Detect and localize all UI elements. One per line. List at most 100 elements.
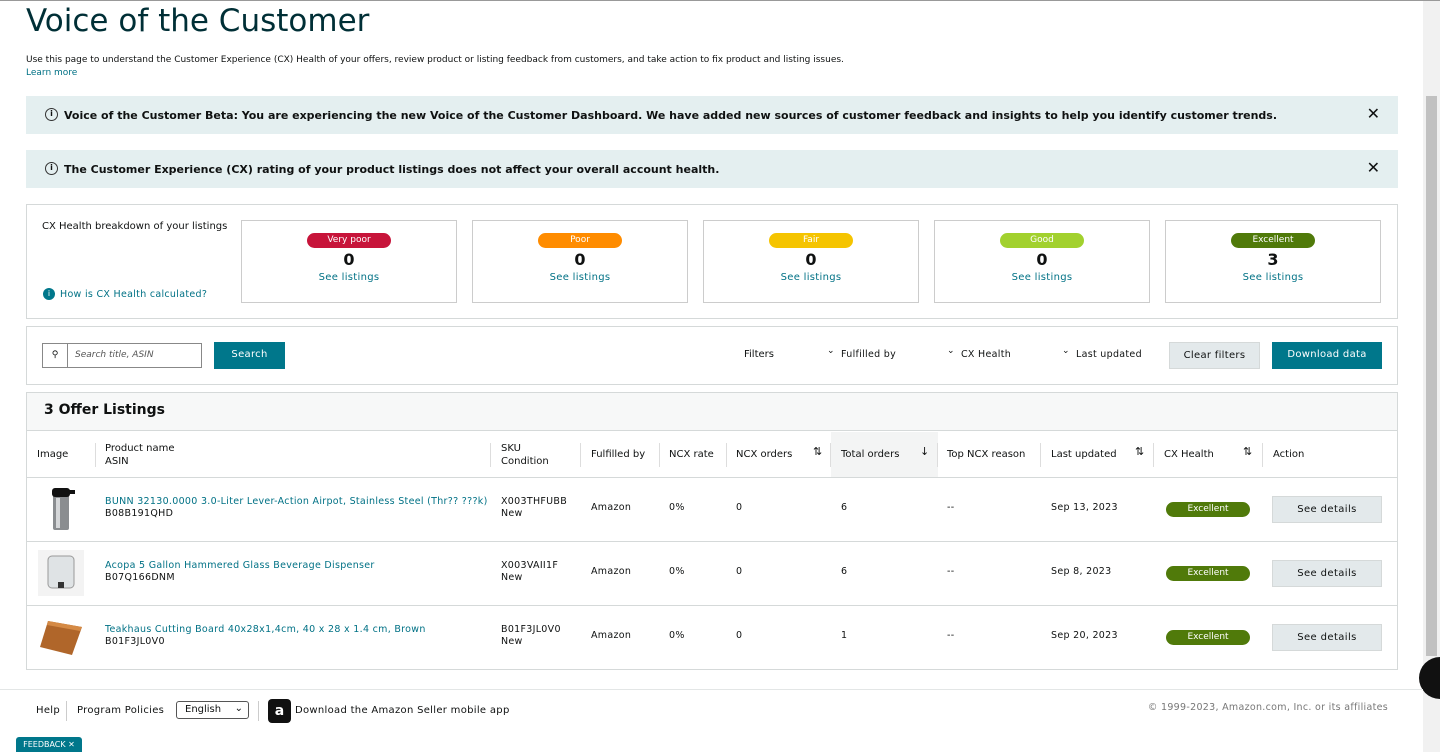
last-updated: Sep 8, 2023: [1051, 566, 1112, 577]
asin: B01F3JL0V0: [105, 636, 165, 647]
column-divider: [490, 443, 491, 467]
product[interactable]: Acopa 5 Gallon Hammered Glass Beverage D…: [105, 560, 375, 571]
see-listings[interactable]: See listings: [1242, 272, 1304, 283]
row-divider: [27, 477, 1397, 478]
column-header: SKU: [501, 443, 521, 454]
sort-icon[interactable]: ⇅: [1135, 445, 1145, 458]
app-link[interactable]: Download the Amazon Seller mobile app: [295, 705, 510, 716]
listings-header: [27, 393, 1397, 431]
column-header[interactable]: Total orders: [841, 449, 900, 460]
close[interactable]: ✕: [1366, 104, 1380, 123]
health-count: 0: [343, 250, 355, 269]
see-details[interactable]: See details: [1272, 560, 1382, 587]
see-details[interactable]: See details: [1272, 496, 1382, 523]
ncx-rate: 0%: [669, 630, 685, 641]
column-divider: [1153, 443, 1154, 467]
product-image: [38, 486, 84, 532]
sku: B01F3JL0V0: [501, 624, 561, 635]
column-header[interactable]: NCX orders: [736, 449, 793, 460]
health-card: Fair 0 See listings: [703, 220, 919, 303]
chevron: ⌄: [827, 346, 835, 356]
top-reason: --: [947, 630, 955, 641]
alert: i The Customer Experience (CX) rating of …: [26, 150, 1398, 188]
column-divider: [1262, 443, 1263, 467]
sort-icon[interactable]: ⇅: [813, 445, 823, 458]
fulfilled-by: Amazon: [591, 502, 632, 513]
total-orders: 6: [841, 566, 848, 577]
help-link[interactable]: Help: [36, 705, 60, 716]
last-updated: Sep 20, 2023: [1051, 630, 1118, 641]
clear-filters[interactable]: Clear filters: [1169, 342, 1260, 369]
health-count: 0: [805, 250, 817, 269]
filter-dropdown[interactable]: CX Health: [961, 349, 1012, 360]
product-image: [38, 614, 84, 660]
see-listings[interactable]: See listings: [780, 272, 842, 283]
column-divider: [580, 443, 581, 467]
column-header[interactable]: Last updated: [1051, 449, 1117, 460]
copyright: © 1999-2023, Amazon.com, Inc. or its aff…: [1147, 702, 1388, 713]
fulfilled-by: Amazon: [591, 630, 632, 641]
product[interactable]: BUNN 32130.0000 3.0-Liter Lever-Action A…: [105, 496, 488, 507]
close[interactable]: ✕: [1366, 158, 1380, 177]
sort-icon[interactable]: ↓: [920, 445, 930, 458]
last-updated: Sep 13, 2023: [1051, 502, 1118, 513]
scrollbar[interactable]: [1423, 1, 1440, 752]
product[interactable]: Teakhaus Cutting Board 40x28x1,4cm, 40 x…: [105, 624, 426, 635]
search-input[interactable]: ⚲ Search title, ASIN: [42, 343, 202, 368]
filters-label: Filters: [744, 349, 774, 360]
search-button[interactable]: Search: [214, 342, 285, 369]
ncx-rate: 0%: [669, 502, 685, 513]
health-card: Good 0 See listings: [934, 220, 1150, 303]
breakdown-title: CX Health breakdown of your listings: [42, 221, 228, 232]
feedback-button[interactable]: FEEDBACK ✕: [16, 737, 82, 752]
health-card: Excellent 3 See listings: [1165, 220, 1381, 303]
sort-icon[interactable]: ⇅: [1243, 445, 1253, 458]
column-header: Product name: [105, 443, 175, 454]
sorted-column: [831, 432, 938, 477]
sku: X003VAII1F: [501, 560, 559, 571]
column-header: Image: [37, 449, 69, 460]
health-badge: Good: [1000, 233, 1084, 248]
listings-title: 3 Offer Listings: [44, 402, 165, 418]
health-badge: Very poor: [307, 233, 391, 248]
health-card: Poor 0 See listings: [472, 220, 688, 303]
breakdown-panel: [26, 204, 1398, 319]
condition: New: [501, 636, 523, 647]
alert-text: Voice of the Customer Beta: You are expe…: [64, 108, 1278, 122]
health-count: 0: [1036, 250, 1048, 269]
asin: B07Q166DNM: [105, 572, 175, 583]
see-listings[interactable]: See listings: [318, 272, 380, 283]
column-header[interactable]: CX Health: [1164, 449, 1214, 460]
condition: New: [501, 572, 523, 583]
help-link[interactable]: How is CX Health calculated?: [60, 289, 208, 300]
chevron: ⌄: [1062, 346, 1070, 356]
ncx-orders: 0: [736, 566, 743, 577]
column-divider: [937, 443, 938, 467]
see-details[interactable]: See details: [1272, 624, 1382, 651]
download-button[interactable]: Download data: [1272, 342, 1382, 369]
chat-button[interactable]: [1419, 657, 1440, 699]
condition: New: [501, 508, 523, 519]
ncx-orders: 0: [736, 502, 743, 513]
description: Use this page to understand the Customer…: [26, 55, 844, 65]
divider: [66, 701, 67, 721]
health-badge: Excellent: [1231, 233, 1315, 248]
see-listings[interactable]: See listings: [1011, 272, 1073, 283]
page-title: Voice of the Customer: [26, 3, 370, 39]
health-card: Very poor 0 See listings: [241, 220, 457, 303]
ncx-rate: 0%: [669, 566, 685, 577]
see-listings[interactable]: See listings: [549, 272, 611, 283]
policies-link[interactable]: Program Policies: [77, 705, 165, 716]
column-divider: [726, 443, 727, 467]
language-select[interactable]: English ⌄: [176, 701, 249, 719]
filter-dropdown[interactable]: Last updated: [1076, 349, 1142, 360]
cx-health-pill: Excellent: [1166, 566, 1250, 581]
filter-dropdown[interactable]: Fulfilled by: [841, 349, 897, 360]
column-header: Top NCX reason: [947, 449, 1026, 460]
column-header: NCX rate: [669, 449, 714, 460]
alert-text: The Customer Experience (CX) rating of y…: [64, 162, 720, 176]
asin: B08B191QHD: [105, 508, 174, 519]
learn-more[interactable]: Learn more: [26, 68, 78, 78]
total-orders: 6: [841, 502, 848, 513]
